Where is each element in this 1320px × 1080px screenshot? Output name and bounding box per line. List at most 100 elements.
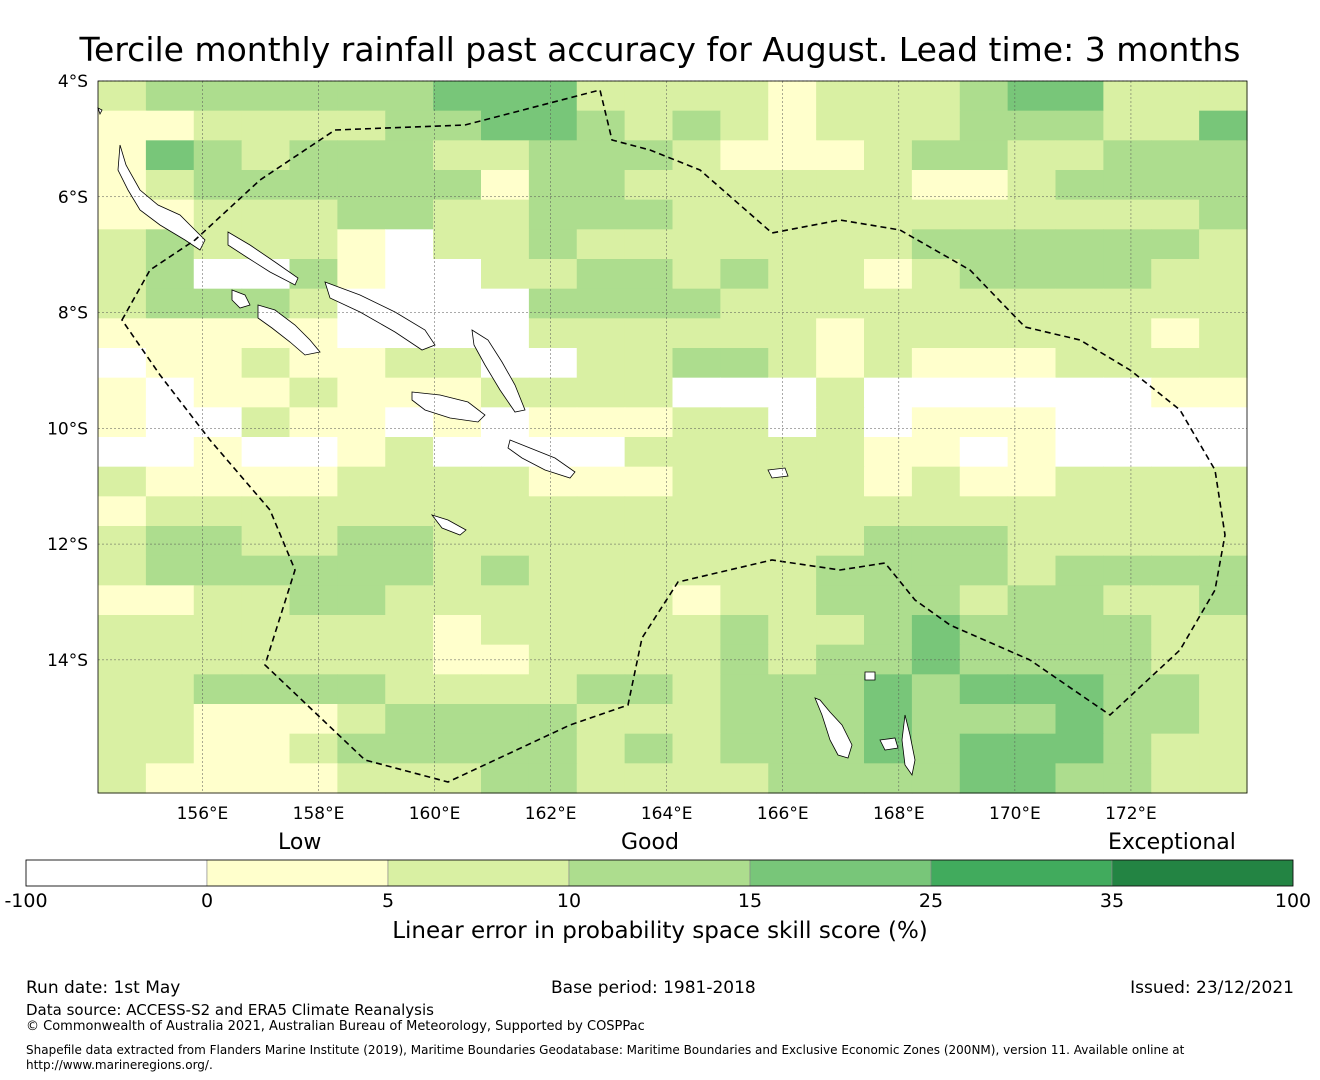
grid-cell (672, 407, 721, 438)
grid-cell (289, 407, 338, 438)
grid-cell (1103, 110, 1152, 141)
grid-cell (289, 763, 338, 794)
grid-cell (720, 81, 769, 112)
grid-cell (1007, 318, 1057, 349)
grid-cell (864, 229, 913, 260)
grid-cell (1055, 496, 1104, 527)
grid-cell (528, 585, 578, 616)
grid-cell (289, 585, 338, 616)
grid-cell (481, 288, 530, 319)
grid-cell (528, 674, 578, 705)
grid-cell (624, 407, 674, 438)
grid-cell (576, 199, 626, 230)
grid-cell (528, 377, 578, 408)
grid-cell (241, 496, 291, 527)
grid-cell (193, 140, 243, 171)
grid-cell (672, 288, 721, 319)
grid-cell (1199, 348, 1248, 379)
grid-cell (1151, 318, 1200, 349)
grid-cell (289, 733, 338, 764)
grid-cell (98, 733, 147, 764)
grid-cell (576, 674, 626, 705)
colorbar-label-low: Low (278, 830, 322, 855)
grid-cell (528, 170, 578, 201)
grid-cell (911, 140, 961, 171)
grid-cell (145, 81, 195, 112)
grid-cell (1055, 259, 1104, 290)
grid-cell (816, 199, 865, 230)
grid-cell (959, 140, 1009, 171)
grid-cell (481, 199, 530, 230)
grid-cell (864, 140, 913, 171)
grid-cell (337, 81, 386, 112)
grid-cell (768, 140, 817, 171)
grid-cell (289, 229, 338, 260)
grid-cell (1055, 318, 1104, 349)
grid-cell (1007, 763, 1057, 794)
grid-cell (145, 526, 195, 557)
grid-cell (624, 170, 674, 201)
grid-cell (624, 318, 674, 349)
grid-cell (959, 733, 1009, 764)
grid-cell (528, 763, 578, 794)
grid-cell (98, 526, 147, 557)
grid-cell (624, 496, 674, 527)
grid-cell (289, 377, 338, 408)
grid-cell (816, 496, 865, 527)
grid-cell (337, 763, 386, 794)
grid-cell (911, 615, 961, 646)
grid-cell (289, 466, 338, 497)
grid-cell (433, 140, 482, 171)
grid-cell (289, 199, 338, 230)
grid-cell (385, 526, 434, 557)
grid-cell (385, 615, 434, 646)
grid-cell (528, 644, 578, 675)
grid-cell (720, 318, 769, 349)
grid-cell (481, 229, 530, 260)
grid-cell (385, 199, 434, 230)
grid-cell (289, 644, 338, 675)
grid-cell (720, 496, 769, 527)
grid-cell (720, 377, 769, 408)
grid-cell (145, 437, 195, 468)
grid-cell (768, 674, 817, 705)
grid-cell (528, 259, 578, 290)
colorbar-segment (749, 859, 932, 887)
grid-cell (528, 229, 578, 260)
grid-cell (385, 348, 434, 379)
grid-cell (433, 170, 482, 201)
grid-cell (337, 170, 386, 201)
grid-cell (672, 555, 721, 586)
grid-cell (720, 733, 769, 764)
grid-cell (720, 674, 769, 705)
grid-cell (289, 81, 338, 112)
grid-cell (959, 288, 1009, 319)
grid-cell (959, 585, 1009, 616)
grid-cell (337, 733, 386, 764)
grid-cell (672, 437, 721, 468)
lon-tick-label: 158°E (293, 804, 345, 824)
grid-cell (433, 288, 482, 319)
grid-cell (193, 763, 243, 794)
grid-cell (624, 555, 674, 586)
grid-cell (1055, 229, 1104, 260)
grid-cell (385, 674, 434, 705)
island-santa-isabel (324, 281, 436, 351)
grid-cell (576, 644, 626, 675)
grid-cell (1055, 170, 1104, 201)
grid-cell (959, 555, 1009, 586)
grid-cell (145, 259, 195, 290)
grid-cell (193, 466, 243, 497)
grid-cell (864, 585, 913, 616)
grid-cell (864, 526, 913, 557)
grid-cell (241, 763, 291, 794)
grid-cell (193, 585, 243, 616)
grid-cell (145, 140, 195, 171)
grid-cell (193, 526, 243, 557)
grid-cell (528, 733, 578, 764)
grid-cell (337, 615, 386, 646)
grid-cell (911, 229, 961, 260)
grid-cell (193, 377, 243, 408)
grid-cell (768, 377, 817, 408)
grid-cell (145, 704, 195, 735)
